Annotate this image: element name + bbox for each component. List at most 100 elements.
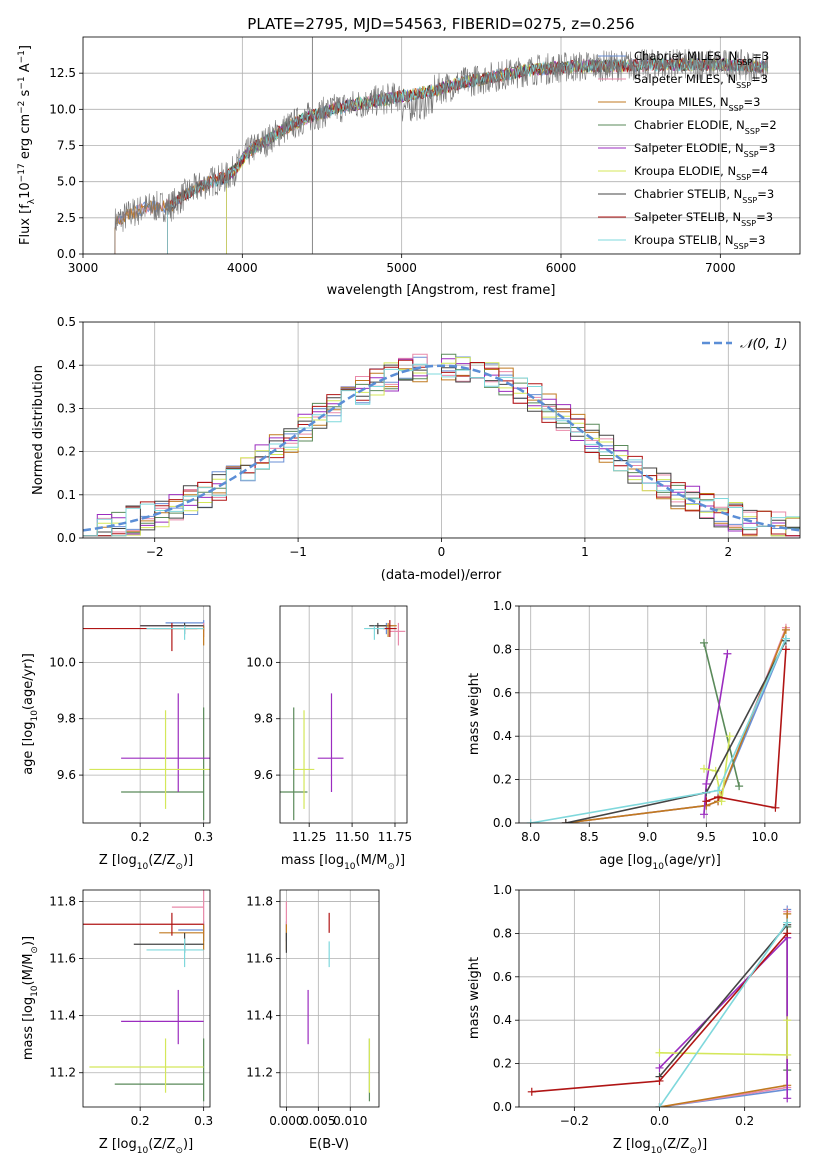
legend-label-main: Chabrier ELODIE, N bbox=[634, 118, 745, 132]
ebv-mass-xtick-label: 0.000 bbox=[269, 1114, 303, 1128]
z-weight-xtick-label: −0.2 bbox=[560, 1114, 589, 1128]
ebv-mass-ytick-label: 11.6 bbox=[246, 952, 273, 966]
weight-series-line bbox=[658, 935, 788, 1099]
weight-series-marker bbox=[714, 786, 723, 795]
legend-label-sub: SSP bbox=[737, 58, 752, 67]
spectrum-model-line bbox=[166, 57, 769, 254]
legend-label-sub: SSP bbox=[729, 104, 744, 113]
z-mass-ytick-label: 11.2 bbox=[49, 1066, 76, 1080]
age-weight-panel: age [log10(age/yr)] mass weight 8.0 8.5 9.… bbox=[467, 599, 801, 872]
label-part: )] bbox=[183, 853, 193, 868]
label-part: 10 bbox=[344, 862, 356, 872]
age-weight-xtick-label: 9.5 bbox=[697, 830, 716, 844]
label-part: 10 bbox=[652, 862, 664, 872]
mass-age-frame bbox=[279, 605, 408, 824]
residuals-xtick-label: 2 bbox=[724, 545, 732, 559]
label-part: )] bbox=[697, 1137, 707, 1152]
weight-series-line bbox=[565, 640, 787, 823]
legend-label: Chabrier ELODIE, NSSP=2 bbox=[634, 118, 777, 136]
label-part: mass [log bbox=[21, 997, 36, 1060]
weight-series-line bbox=[706, 649, 787, 809]
label-part: A bbox=[18, 63, 33, 76]
z-age-panel: Z [log10(Z/Z⊙)] age [log10(age/yr)] 0.2 0… bbox=[21, 605, 213, 872]
weight-series-marker bbox=[783, 1050, 792, 1059]
weight-series-line bbox=[565, 629, 787, 823]
legend-label-end: =3 bbox=[759, 141, 776, 155]
spectrum-model-line bbox=[166, 57, 769, 254]
weight-series-marker bbox=[655, 1103, 664, 1107]
weight-series-line bbox=[703, 642, 740, 787]
spectrum-title: PLATE=2795, MJD=54563, FIBERID=0275, z=0… bbox=[247, 15, 634, 33]
label-part: Z [log bbox=[99, 1137, 137, 1152]
age-weight-frame bbox=[518, 605, 801, 824]
spectrum-xtick-label: 6000 bbox=[546, 261, 577, 275]
label-part: 10 bbox=[30, 985, 40, 997]
label-part: 10 bbox=[137, 862, 149, 872]
spectrum-model-line bbox=[226, 57, 768, 254]
label-part: age [log bbox=[21, 722, 36, 775]
spectrum-xlabel: wavelength [Angstrom, rest frame] bbox=[327, 283, 556, 298]
legend-label-main: Salpeter MILES, N bbox=[634, 72, 736, 86]
legend-label-main: Kroupa ELODIE, N bbox=[634, 164, 736, 178]
label-part: −1 bbox=[17, 50, 27, 63]
legend-label-main: Salpeter ELODIE, N bbox=[634, 141, 744, 155]
spectrum-model-line bbox=[226, 56, 768, 254]
label-part: age [log bbox=[599, 853, 652, 868]
label-part: (Z/Z bbox=[148, 1137, 175, 1152]
legend-label: Salpeter MILES, NSSP=3 bbox=[634, 72, 768, 90]
label-part: mass [log bbox=[281, 853, 344, 868]
label-part: )] bbox=[21, 936, 36, 946]
spectrum-ytick-label: 0.0 bbox=[57, 247, 76, 261]
mass-age-xtick-label: 11.25 bbox=[292, 830, 326, 844]
legend-label-sub: SSP bbox=[736, 81, 751, 90]
label-part: (M/M bbox=[21, 954, 36, 986]
spectrum-xtick-label: 5000 bbox=[386, 261, 417, 275]
legend-label-end: =3 bbox=[749, 233, 766, 247]
label-part: (Z/Z bbox=[662, 1137, 689, 1152]
z-weight-ytick-label: 0.4 bbox=[493, 1013, 512, 1027]
z-age-xtick-label: 0.2 bbox=[131, 830, 150, 844]
label-part: ⊙ bbox=[30, 946, 40, 954]
legend-label-end: =3 bbox=[744, 95, 761, 109]
ebv-mass-ytick-label: 11.4 bbox=[246, 1009, 273, 1023]
residuals-ytick-label: 0.0 bbox=[57, 531, 76, 545]
mass-age-xtick-label: 11.50 bbox=[335, 830, 369, 844]
legend-label-end: =3 bbox=[751, 72, 768, 86]
spectrum-xtick-label: 4000 bbox=[227, 261, 258, 275]
legend-label-sub: SSP bbox=[742, 196, 757, 205]
spectrum-xtick-label: 3000 bbox=[68, 261, 99, 275]
z-mass-ylabel: mass [log10(M/M⊙)] bbox=[21, 936, 40, 1060]
weight-series-line bbox=[659, 1020, 788, 1056]
z-mass-xtick-label: 0.2 bbox=[131, 1114, 150, 1128]
mass-age-xlabel: mass [log10(M/M⊙)] bbox=[281, 853, 405, 872]
label-part: −2 bbox=[17, 101, 27, 114]
weight-series-line bbox=[659, 911, 788, 1107]
legend-label-end: =4 bbox=[751, 164, 768, 178]
z-age-ytick-label: 9.8 bbox=[57, 712, 76, 726]
residuals-xtick-label: −1 bbox=[289, 545, 307, 559]
legend-label-end: =3 bbox=[756, 210, 773, 224]
residuals-xtick-label: 0 bbox=[438, 545, 446, 559]
residuals-ytick-label: 0.4 bbox=[57, 358, 76, 372]
spectrum-ytick-label: 7.5 bbox=[57, 139, 76, 153]
weight-series-marker bbox=[783, 1094, 792, 1103]
age-weight-ylabel: mass weight bbox=[467, 673, 482, 755]
weight-series-marker bbox=[771, 803, 780, 812]
z-weight-panel: Z [log10(Z/Z⊙)] mass weight −0.2 0.0 0.2 0.… bbox=[467, 883, 801, 1156]
spectrum-model-line bbox=[226, 57, 768, 254]
label-part: erg cm bbox=[18, 114, 33, 163]
legend-label-main: Kroupa MILES, N bbox=[634, 95, 729, 109]
z-weight-ytick-label: 1.0 bbox=[493, 883, 512, 897]
ebv-mass-plot-area bbox=[280, 890, 379, 1107]
legend-label-main: Chabrier STELIB, N bbox=[634, 187, 742, 201]
label-part: λ bbox=[27, 198, 37, 204]
mass-age-panel: mass [log10(M/M⊙)] 11.25 11.50 11.75 9.6 9.8… bbox=[246, 605, 412, 872]
weight-series-marker bbox=[781, 625, 790, 634]
label-part: s bbox=[18, 89, 33, 100]
age-weight-xtick-label: 8.5 bbox=[580, 830, 599, 844]
residuals-ytick-label: 0.5 bbox=[57, 315, 76, 329]
age-weight-xtick-label: 9.0 bbox=[638, 830, 657, 844]
weight-series-marker bbox=[781, 645, 790, 654]
